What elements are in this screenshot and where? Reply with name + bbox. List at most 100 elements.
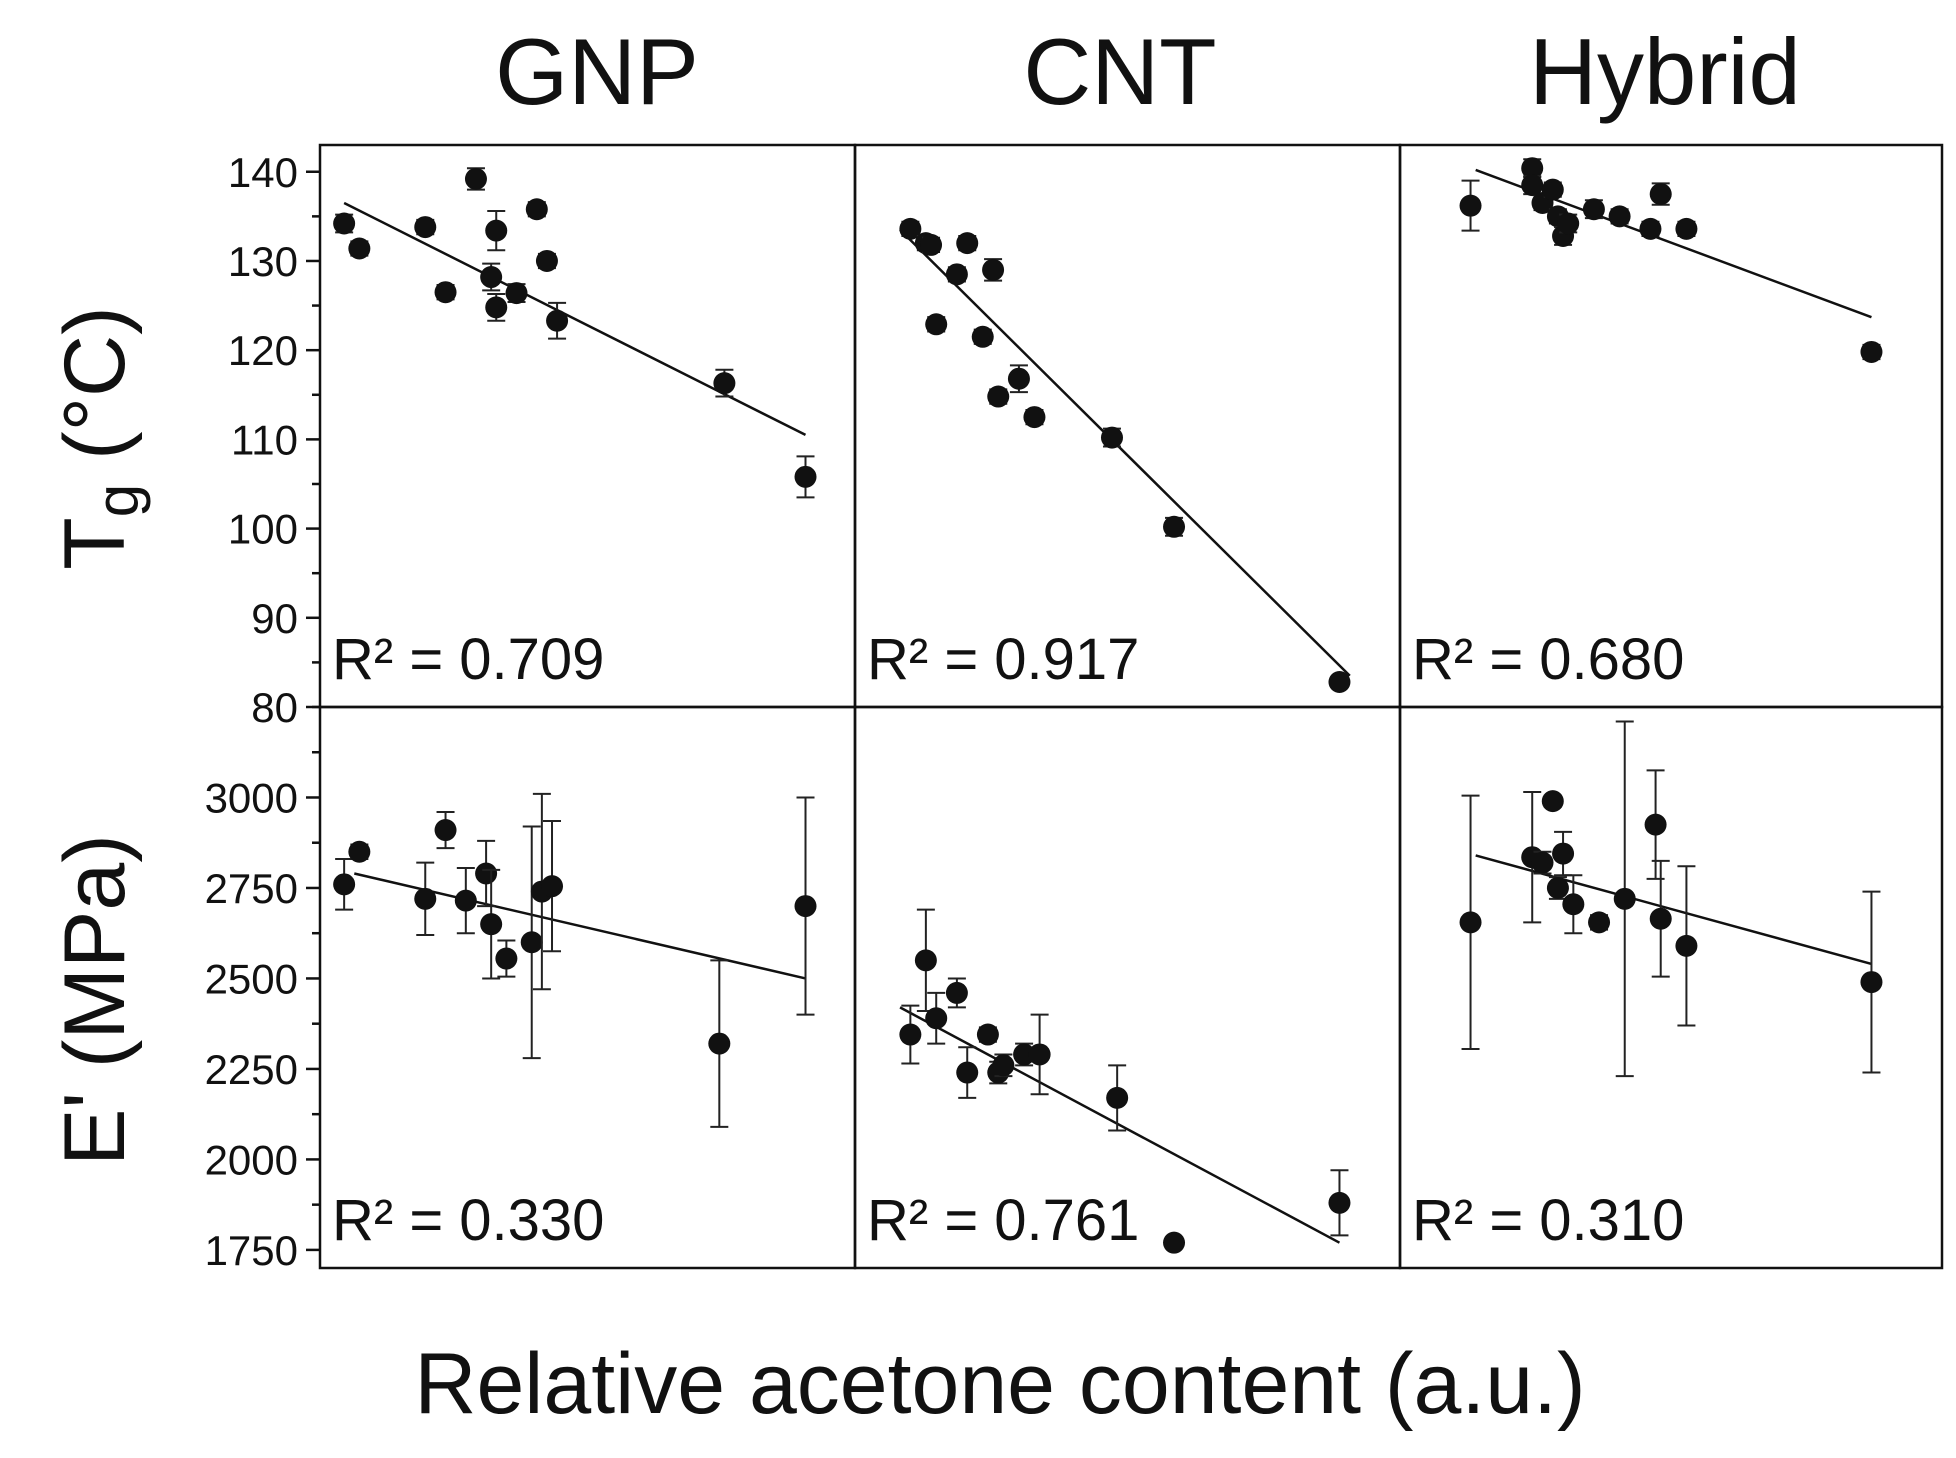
data-point-group: [475, 839, 498, 908]
data-point-group: [1639, 217, 1662, 240]
data-point: [1608, 205, 1631, 228]
data-point-group: [525, 198, 548, 221]
data-point-group: [1459, 179, 1482, 232]
data-point: [434, 819, 457, 842]
data-point-group: [1163, 1231, 1186, 1254]
data-point: [992, 1054, 1015, 1077]
data-point: [1546, 876, 1569, 899]
r-squared-label: R² = 0.330: [332, 1188, 604, 1253]
data-point-group: [1562, 874, 1585, 935]
data-point-group: [1588, 911, 1611, 934]
data-point-group: [1541, 178, 1564, 201]
data-point: [1459, 911, 1482, 934]
data-point-group: [982, 258, 1005, 282]
data-point-group: [1644, 769, 1667, 880]
data-point: [914, 949, 937, 972]
data-point: [945, 263, 968, 286]
panel-cnt-e: R² = 0.761: [853, 705, 1402, 1270]
data-point: [333, 212, 356, 235]
data-point: [1582, 198, 1605, 221]
y-tick-label: 100: [228, 506, 298, 553]
data-point: [434, 281, 457, 304]
fit-line: [899, 228, 1351, 677]
data-point-group: [520, 825, 543, 1060]
data-point: [1613, 887, 1636, 910]
data-point: [546, 309, 569, 332]
data-point: [794, 465, 817, 488]
data-point-group: [708, 959, 731, 1128]
data-point-group: [485, 292, 508, 322]
data-point: [956, 232, 979, 255]
y-tick-label: 2750: [205, 865, 298, 912]
y-tick-label: 2500: [205, 955, 298, 1002]
data-point-group: [1675, 865, 1698, 1027]
data-point: [1023, 406, 1046, 429]
data-point-group: [914, 908, 937, 1013]
data-point: [505, 282, 528, 305]
data-point-group: [1459, 794, 1482, 1051]
data-point-group: [348, 840, 371, 863]
data-point: [1013, 1043, 1036, 1066]
r-squared-label: R² = 0.310: [1412, 1188, 1684, 1253]
data-point-group: [348, 237, 371, 260]
data-point-group: [434, 281, 457, 304]
data-point: [475, 862, 498, 885]
data-point: [982, 258, 1005, 281]
y-axis-label-tg: Tg (°C): [47, 306, 151, 570]
data-point: [1106, 1086, 1129, 1109]
data-point-group: [1328, 671, 1351, 694]
data-point-group: [992, 1053, 1015, 1078]
data-point-group: [1013, 1042, 1036, 1067]
r-squared-label: R² = 0.709: [332, 627, 604, 692]
data-point: [1588, 911, 1611, 934]
data-point: [1163, 1231, 1186, 1254]
column-title-hybrid: Hybrid: [1529, 19, 1801, 124]
data-point-group: [1028, 1013, 1051, 1096]
data-point: [1328, 1191, 1351, 1214]
data-point-group: [971, 325, 994, 348]
data-point-group: [1007, 364, 1030, 394]
data-point-group: [1649, 182, 1672, 206]
data-point: [1100, 426, 1123, 449]
panel-gnp-tg: 80 90 100 110 120 130 140 R² = 0.709: [228, 143, 857, 731]
data-point-group: [1328, 1169, 1351, 1237]
data-point-group: [1541, 790, 1564, 813]
data-point-group: [480, 262, 503, 292]
data-point: [794, 895, 817, 918]
data-point-group: [956, 1046, 979, 1099]
y-axis-label-tg-subscript: g: [84, 484, 151, 517]
x-axis-label: Relative acetone content (a.u.): [414, 1336, 1585, 1432]
data-point-group: [925, 991, 948, 1045]
data-point-group: [920, 233, 943, 256]
data-point: [1649, 907, 1672, 930]
data-point-group: [546, 301, 569, 340]
data-point-group: [1557, 212, 1580, 235]
data-point-group: [434, 810, 457, 850]
data-point-group: [1649, 859, 1672, 978]
data-point-group: [1613, 720, 1636, 1078]
y-tick-label: 110: [231, 416, 298, 463]
data-point-group: [945, 263, 968, 286]
data-point: [520, 931, 543, 954]
r-squared-label: R² = 0.761: [867, 1188, 1139, 1253]
data-point-group: [541, 820, 564, 953]
data-point: [1459, 194, 1482, 217]
data-point: [1007, 367, 1030, 390]
data-point: [945, 981, 968, 1004]
y-tick-label: 90: [251, 595, 298, 642]
data-point: [480, 266, 503, 289]
data-point: [1521, 157, 1544, 180]
plot-grid: 80 90 100 110 120 130 140 R² = 0.709 R² = 0.917 R…: [205, 143, 1944, 1274]
data-point-group: [414, 861, 437, 937]
data-point: [1163, 515, 1186, 538]
data-point: [1521, 174, 1544, 197]
data-point: [987, 385, 1010, 408]
panel-frame: [853, 143, 1402, 709]
data-point-group: [1675, 217, 1698, 240]
data-point-group: [1163, 515, 1186, 538]
data-point: [1557, 212, 1580, 235]
r-squared-label: R² = 0.680: [1412, 627, 1684, 692]
data-point-group: [956, 232, 979, 255]
y-tick-label: 1750: [205, 1227, 298, 1274]
data-point-group: [899, 1004, 922, 1065]
